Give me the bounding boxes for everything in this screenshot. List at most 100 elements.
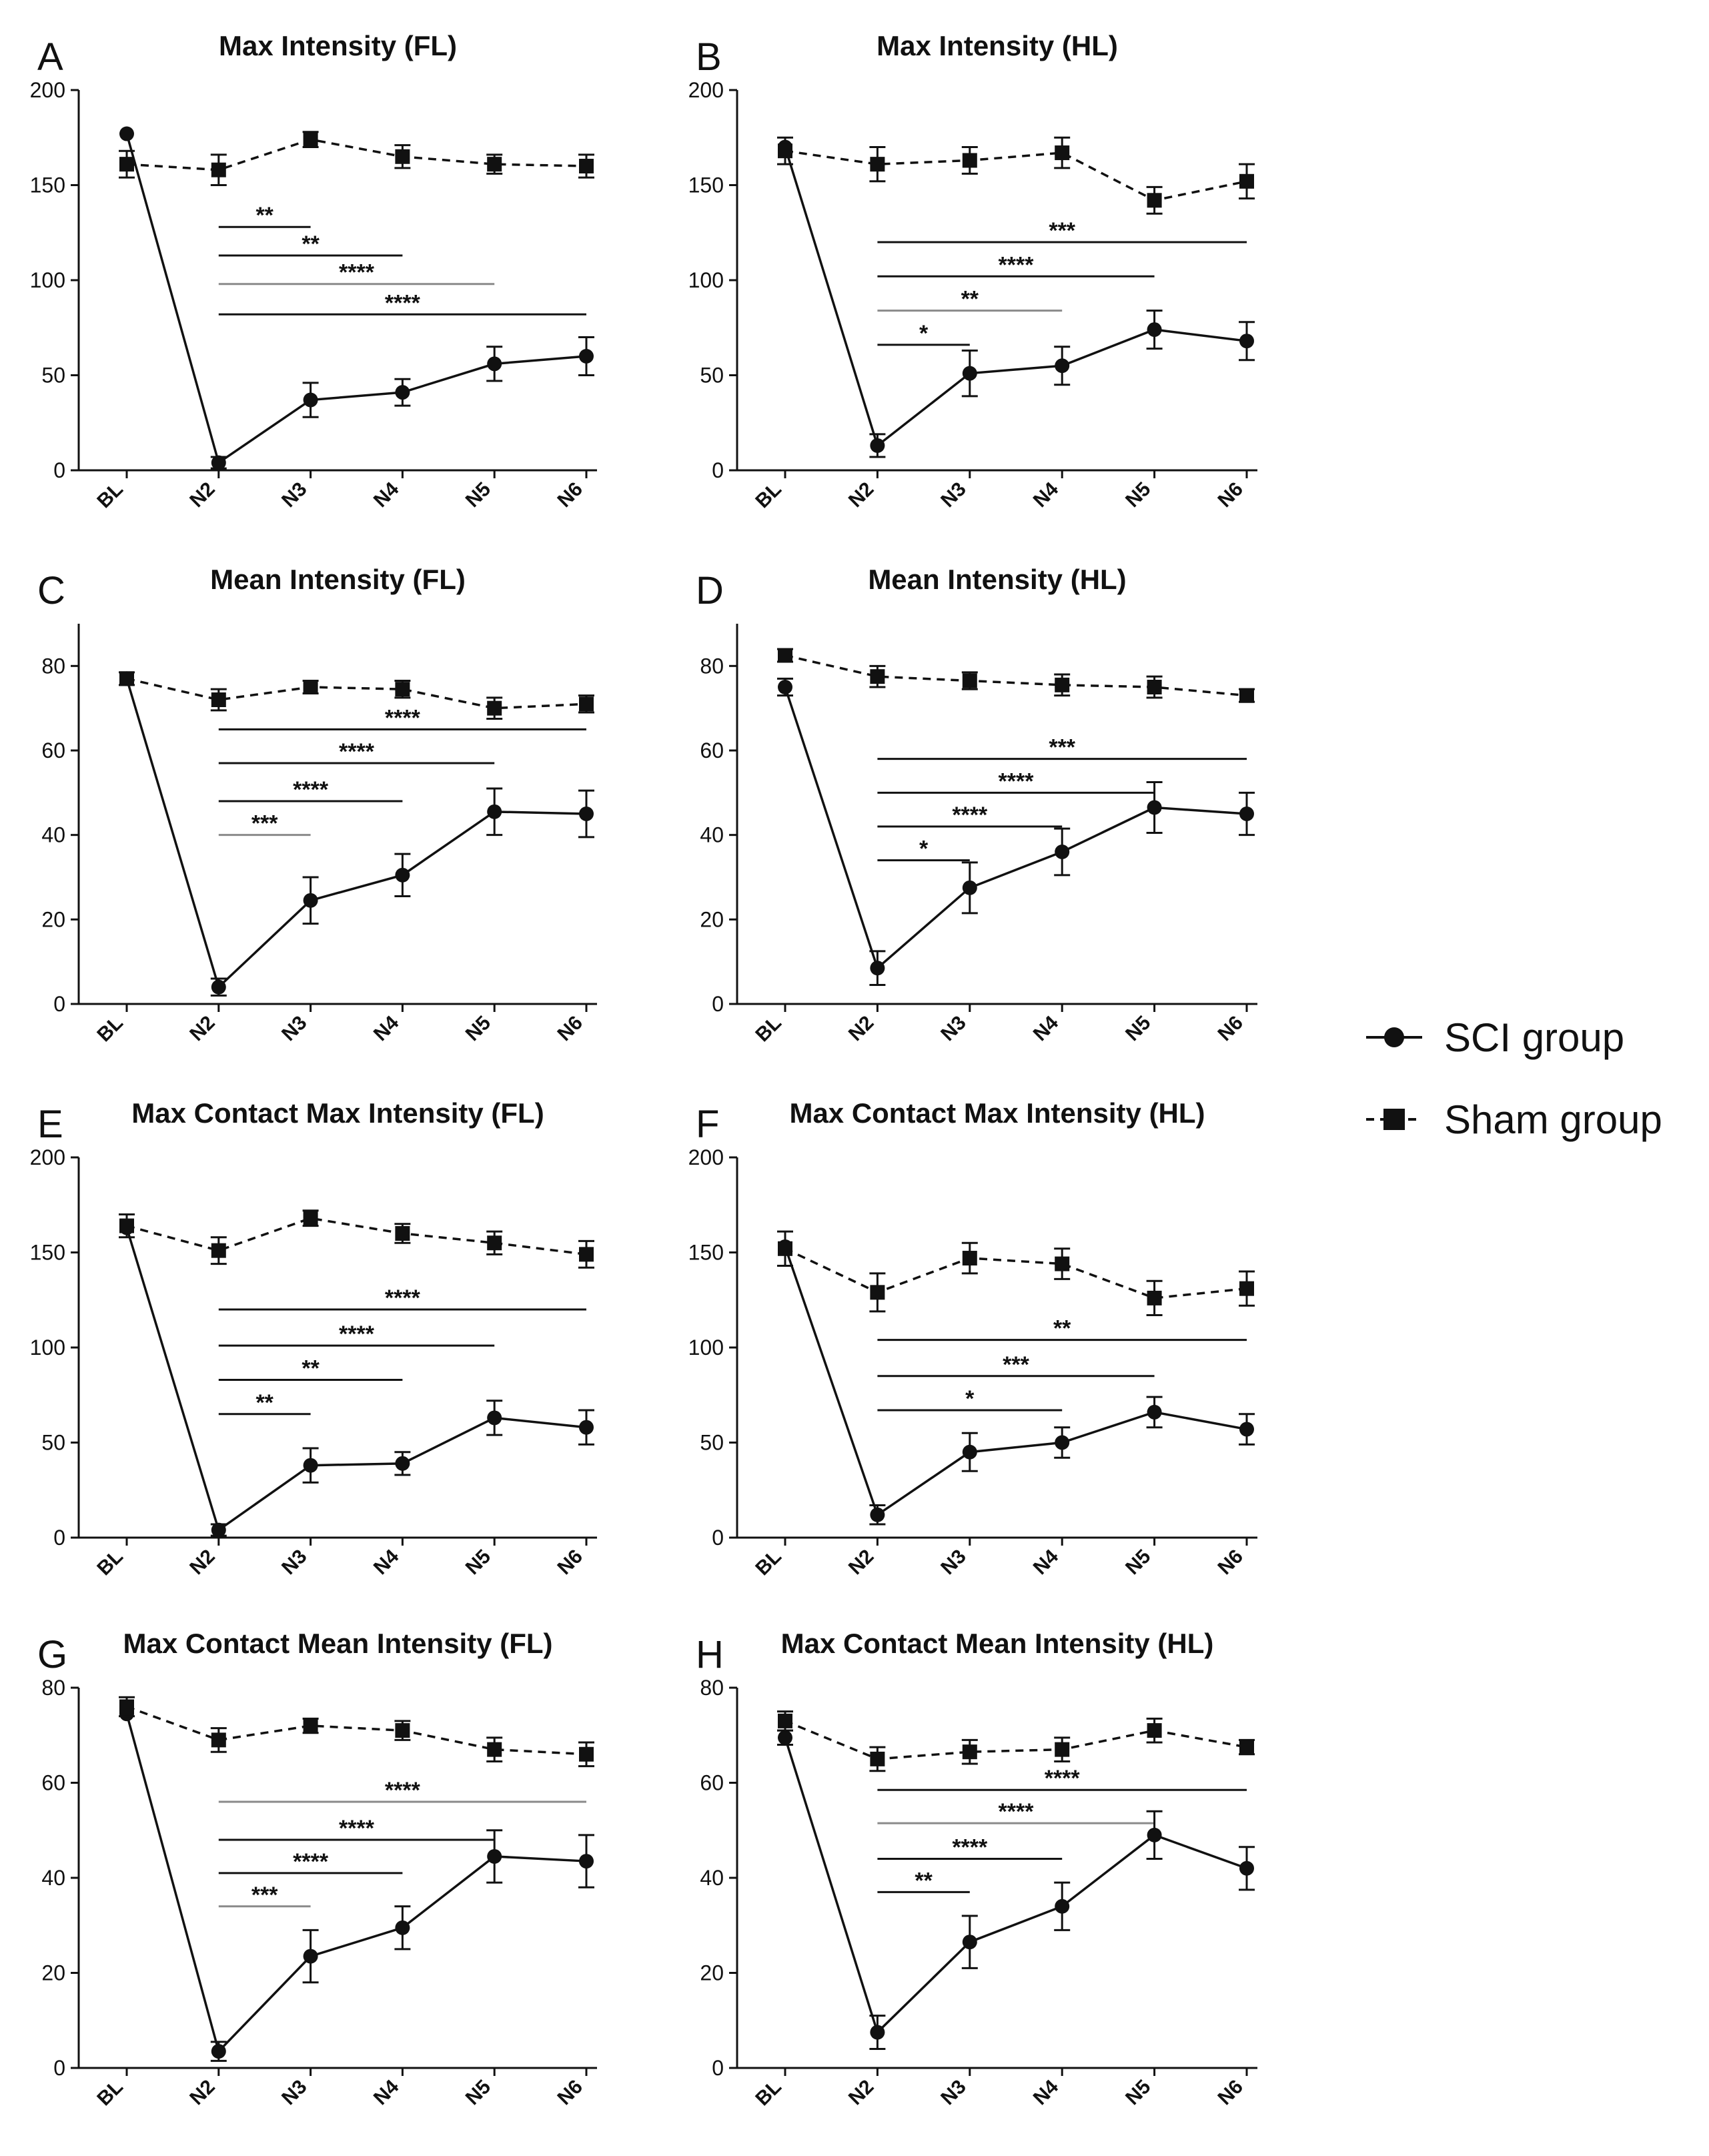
- y-tick-label: 80: [700, 1676, 724, 1700]
- x-tick-label: N5: [1121, 1012, 1155, 1045]
- sham-data-point: [1239, 1740, 1254, 1755]
- sham-data-point: [1239, 173, 1254, 189]
- y-tick-label: 50: [700, 1431, 724, 1455]
- significance-label: ***: [251, 1882, 278, 1908]
- significance-label: **: [915, 1868, 933, 1893]
- y-tick-label: 40: [700, 823, 724, 847]
- significance-label: ****: [952, 802, 988, 828]
- y-tick-label: 100: [688, 268, 724, 292]
- x-tick-label: N5: [1121, 478, 1155, 512]
- sham-data-point: [303, 680, 318, 694]
- x-tick-label: N6: [553, 478, 586, 512]
- x-tick-label: BL: [751, 1012, 786, 1047]
- x-tick-label: N4: [370, 1011, 404, 1045]
- sham-data-point: [1055, 145, 1070, 161]
- sham-data-point: [870, 1751, 885, 1766]
- y-tick-label: 100: [688, 1335, 724, 1360]
- y-tick-label: 60: [700, 1771, 724, 1795]
- y-tick-label: 40: [41, 1866, 65, 1890]
- y-tick-label: 150: [688, 173, 724, 197]
- sham-data-point: [778, 1713, 792, 1728]
- x-tick-label: N5: [462, 1012, 495, 1045]
- sham-data-point: [395, 1723, 410, 1738]
- sham-series-line: [126, 1705, 587, 1756]
- sci-data-point: [487, 356, 502, 372]
- sci-data-point: [211, 2044, 226, 2059]
- significance-label: *: [919, 321, 929, 346]
- sham-series-line: [784, 654, 1247, 697]
- sham-data-point: [211, 1732, 226, 1748]
- panel-title: Max Intensity (HL): [877, 30, 1118, 61]
- significance-label: ****: [999, 1799, 1035, 1824]
- panel-label: D: [696, 569, 724, 612]
- sci-series-line: [125, 1713, 587, 2054]
- panel-title: Max Contact Max Intensity (HL): [789, 1097, 1205, 1129]
- panel-D: D Mean Intensity (HL) 0 20 40 60 80 BL N2 N3 N4 N5 N…: [696, 564, 1257, 1046]
- sham-data-point: [778, 648, 792, 663]
- x-tick-label: BL: [751, 2076, 786, 2111]
- sci-data-point: [870, 2025, 885, 2040]
- y-tick-label: 100: [30, 1335, 65, 1360]
- x-tick-label: N4: [370, 478, 404, 512]
- panel-title: Mean Intensity (FL): [210, 564, 466, 595]
- x-tick-label: N3: [277, 478, 311, 512]
- x-tick-label: N4: [1029, 1011, 1063, 1045]
- y-tick-label: 20: [700, 907, 724, 931]
- x-tick-label: N3: [937, 478, 970, 512]
- sci-data-point: [395, 1456, 410, 1471]
- x-tick-label: N6: [1213, 1546, 1247, 1579]
- x-tick-label: N2: [185, 2076, 219, 2109]
- panel-label: B: [696, 35, 722, 79]
- significance-label: ***: [251, 811, 278, 837]
- sci-data-point: [395, 867, 410, 883]
- sci-data-point: [395, 385, 410, 400]
- panel-title: Mean Intensity (HL): [868, 564, 1126, 595]
- sci-data-point: [1055, 1899, 1070, 1914]
- x-tick-label: N6: [553, 2076, 586, 2109]
- sci-data-point: [1147, 800, 1162, 815]
- x-tick-label: N6: [553, 1546, 586, 1579]
- sci-data-point: [303, 1458, 318, 1473]
- sci-data-point: [395, 1920, 410, 1935]
- sham-data-point: [211, 1243, 226, 1258]
- sham-data-point: [962, 1251, 977, 1266]
- panel-E: E Max Contact Max Intensity (FL) 0 50 100 150…: [30, 1097, 597, 1580]
- y-tick-label: 80: [41, 654, 65, 678]
- x-tick-label: N3: [937, 1012, 970, 1045]
- y-tick-label: 150: [30, 1241, 65, 1265]
- y-tick-label: 0: [53, 1526, 65, 1550]
- significance-label: ****: [339, 739, 375, 764]
- sham-data-point: [119, 1699, 134, 1714]
- y-tick-label: 150: [688, 1241, 724, 1265]
- x-tick-label: N2: [844, 478, 878, 512]
- sham-data-point: [579, 1746, 594, 1762]
- sci-data-point: [119, 126, 134, 141]
- significance-label: **: [302, 1356, 320, 1381]
- sci-data-point: [303, 893, 318, 908]
- y-tick-label: 150: [30, 173, 65, 197]
- panel-label: H: [696, 1633, 724, 1676]
- sham-data-point: [579, 159, 594, 173]
- sham-series-line: [126, 138, 587, 171]
- y-tick-label: 0: [53, 458, 65, 482]
- sham-data-point: [962, 153, 977, 168]
- panel-label: A: [37, 35, 63, 79]
- sci-data-point: [1147, 1404, 1162, 1420]
- sci-series-line: [784, 1737, 1247, 2035]
- sci-data-point: [487, 1410, 502, 1426]
- panel-C: C Mean Intensity (FL) 0 20 40 60 80 BL N2 N3 N4 N5 N…: [37, 564, 597, 1046]
- x-tick-label: BL: [751, 1546, 786, 1580]
- sham-data-point: [119, 1218, 134, 1233]
- y-tick-label: 50: [700, 364, 724, 388]
- sci-data-point: [211, 979, 226, 995]
- x-tick-label: N4: [1029, 2075, 1063, 2109]
- sci-data-point: [1055, 1435, 1070, 1450]
- sci-data-point: [303, 1949, 318, 1964]
- x-tick-label: N2: [844, 1012, 878, 1045]
- y-tick-label: 0: [53, 992, 65, 1016]
- y-tick-label: 100: [30, 268, 65, 292]
- significance-label: ****: [339, 1816, 375, 1841]
- sham-series-line: [784, 1247, 1247, 1299]
- panel-B: B Max Intensity (HL) 0 50 100 150 200 BL N2 N3 N4 N…: [688, 30, 1257, 512]
- significance-label: ****: [339, 260, 375, 286]
